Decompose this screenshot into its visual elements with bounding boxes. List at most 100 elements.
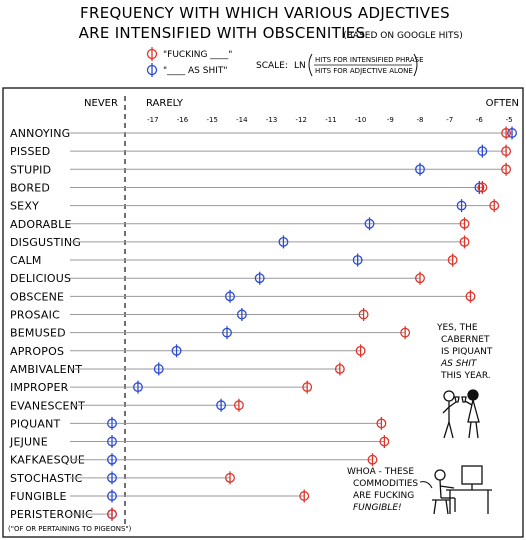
- red-marker: [107, 507, 117, 521]
- blue-marker: [364, 217, 375, 231]
- red-marker: [459, 235, 470, 249]
- blue-marker: [107, 435, 117, 449]
- category-label: AMBIVALENT: [10, 363, 82, 376]
- blue-marker: [133, 380, 143, 394]
- category-label: BORED: [10, 181, 50, 194]
- red-marker: [400, 326, 411, 340]
- scale-numerator: HITS FOR INTENSIFIED PHRASE: [315, 56, 424, 64]
- x-tick-label: -9: [387, 116, 394, 124]
- red-marker: [379, 435, 390, 449]
- speech2-line1: WHOA - THESE: [347, 467, 414, 477]
- category-label: PIQUANT: [10, 417, 61, 430]
- category-label: BEMUSED: [10, 327, 66, 340]
- blue-marker: [222, 326, 232, 340]
- blue-marker: [216, 398, 227, 412]
- blue-marker: [474, 180, 485, 194]
- red-marker: [477, 180, 488, 194]
- axis-rarely-label: RARELY: [146, 98, 184, 109]
- pigeons-note: ("OF OR PERTAINING TO PIGEONS"): [8, 525, 132, 533]
- category-label: JEJUNE: [9, 436, 48, 449]
- x-tick-label: -5: [506, 116, 513, 124]
- blue-marker: [254, 271, 265, 285]
- red-marker: [225, 471, 235, 485]
- title-note: (BASED ON GOOGLE HITS): [343, 31, 463, 41]
- legend-red-label: "FUCKING ____": [163, 50, 232, 60]
- category-label: FUNGIBLE: [10, 490, 67, 503]
- category-label: PROSAIC: [10, 309, 60, 322]
- speech1-line5: THIS YEAR.: [440, 371, 491, 381]
- scale-denominator: HITS FOR ADJECTIVE ALONE: [315, 67, 413, 75]
- red-marker: [415, 271, 425, 285]
- axis-never-label: NEVER: [84, 98, 118, 109]
- red-marker: [233, 398, 244, 412]
- wine-drinkers-figures: [442, 389, 480, 439]
- scale-paren-left: [308, 53, 313, 77]
- blue-marker: [507, 126, 517, 140]
- category-label: CALM: [10, 254, 42, 267]
- x-tick-label: -17: [147, 116, 158, 124]
- speech1-line3: IS PIQUANT: [441, 347, 493, 357]
- scale-label: SCALE:: [256, 61, 288, 71]
- category-label: EVANESCENT: [10, 399, 85, 412]
- red-marker: [376, 416, 387, 430]
- category-label: SEXY: [10, 200, 39, 213]
- red-marker: [501, 126, 512, 140]
- blue-marker: [456, 199, 467, 213]
- legend: "FUCKING ____" "____ AS SHIT" SCALE: LN …: [146, 47, 424, 77]
- x-tick-label: -11: [325, 116, 336, 124]
- category-label: STUPID: [10, 163, 51, 176]
- blue-marker: [107, 471, 117, 485]
- x-tick-label: -10: [355, 116, 366, 124]
- speech-bubble-commodities: WHOA - THESE COMMODITIES ARE FUCKING FUN…: [347, 467, 433, 513]
- blue-marker: [278, 235, 289, 249]
- category-label: DELICIOUS: [10, 272, 71, 285]
- legend-red-marker: [146, 47, 158, 61]
- blue-marker: [107, 453, 117, 467]
- category-label: PISSED: [10, 145, 50, 158]
- speech-bubble-cabernet: YES, THE CABERNET IS PIQUANT AS SHIT THI…: [436, 323, 493, 381]
- red-marker: [501, 162, 512, 176]
- red-marker: [459, 217, 470, 231]
- red-marker: [302, 380, 313, 394]
- x-tick-label: -6: [476, 116, 484, 124]
- title-line1: FREQUENCY WITH WHICH VARIOUS ADJECTIVES: [80, 4, 450, 22]
- x-tick-label: -14: [236, 116, 248, 124]
- red-marker: [465, 289, 476, 303]
- red-marker: [334, 362, 345, 376]
- red-marker: [447, 253, 458, 267]
- speech1-line1: YES, THE: [436, 323, 478, 333]
- blue-marker: [171, 344, 182, 358]
- speech2-line4: FUNGIBLE!: [353, 503, 402, 513]
- blue-marker: [352, 253, 363, 267]
- category-label: PERISTERONIC: [10, 508, 93, 521]
- blue-marker: [107, 489, 117, 503]
- blue-marker: [236, 308, 247, 321]
- blue-marker: [107, 416, 117, 430]
- scale-paren-right: [413, 53, 418, 77]
- category-label: STOCHASTIC: [10, 472, 83, 485]
- category-label: KAFKAESQUE: [10, 454, 85, 467]
- category-label: IMPROPER: [10, 381, 69, 394]
- category-label: ADORABLE: [10, 218, 72, 231]
- red-marker: [367, 453, 378, 467]
- legend-blue-label: "____ AS SHIT": [163, 66, 228, 76]
- red-marker: [299, 489, 310, 503]
- x-tick-label: -15: [206, 116, 217, 124]
- speech1-line2: CABERNET: [441, 335, 490, 345]
- red-marker: [355, 344, 366, 358]
- category-label: ANNOYING: [10, 127, 70, 140]
- x-tick-label: -8: [417, 116, 424, 124]
- title-line2: ARE INTENSIFIED WITH OBSCENITIES: [79, 24, 366, 42]
- speech2-tail: [419, 481, 433, 489]
- category-label: APROPOS: [10, 345, 64, 358]
- red-marker: [501, 144, 512, 158]
- scale-fn: LN: [294, 61, 306, 71]
- speech1-line4: AS SHIT: [440, 359, 478, 369]
- x-tick-label: -12: [296, 116, 307, 124]
- x-tick-label: -13: [266, 116, 277, 124]
- category-label: OBSCENE: [10, 290, 64, 303]
- blue-marker: [153, 362, 164, 376]
- blue-marker: [225, 289, 235, 303]
- legend-blue-marker: [146, 63, 158, 77]
